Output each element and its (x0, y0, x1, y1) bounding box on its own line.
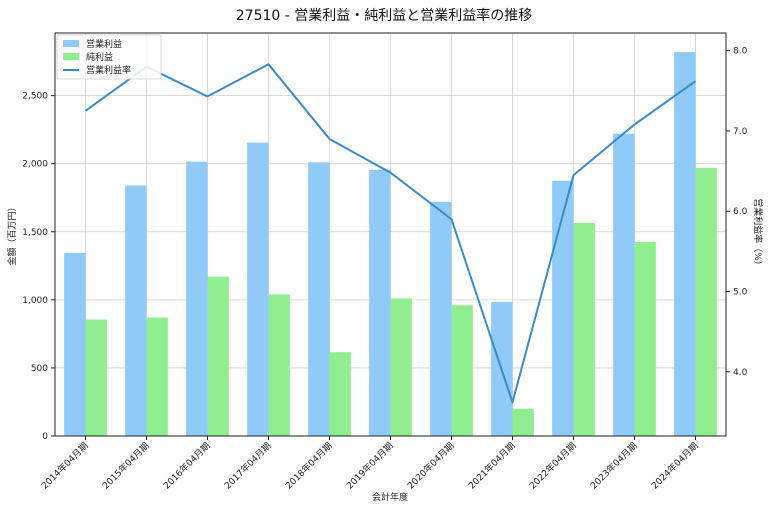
x-tick-label: 2024年04月期 (649, 440, 701, 492)
x-tick-label: 2021年04月期 (466, 440, 518, 492)
line-layer (84, 63, 697, 404)
y-tick-label: 500 (31, 364, 48, 374)
y2-tick-label: 5.0 (733, 287, 748, 297)
x-tick-label: 2018年04月期 (283, 440, 335, 492)
bar-operating-profit (613, 133, 635, 436)
y2-tick-label: 6.0 (733, 207, 748, 217)
y2-tick-label: 8.0 (733, 47, 748, 57)
bar-net-profit (695, 167, 717, 436)
bar-operating-profit (125, 185, 147, 436)
x-tick-label: 2023年04月期 (588, 440, 640, 492)
legend-label-operating-profit: 営業利益 (86, 38, 122, 50)
bar-net-profit (573, 222, 595, 436)
bar-net-profit (268, 294, 290, 436)
y-tick-label: 2,500 (22, 92, 48, 102)
x-axis-title: 会計年度 (372, 491, 408, 503)
bar-net-profit (329, 352, 351, 436)
legend-swatch-operating-profit (63, 40, 79, 47)
y-tick-label: 1,500 (22, 228, 48, 238)
bars-layer (64, 52, 717, 437)
legend-label-operating-margin: 営業利益率 (86, 64, 131, 76)
y-axis-title: 金額（百万円） (6, 202, 18, 265)
bar-operating-profit (64, 252, 86, 436)
y-tick-label: 0 (42, 432, 48, 442)
x-tick-label: 2016年04月期 (161, 440, 213, 492)
bar-operating-profit (308, 162, 330, 436)
x-tick-label: 2015年04月期 (100, 440, 152, 492)
bar-net-profit (207, 276, 229, 436)
y-tick-label: 1,000 (22, 296, 48, 306)
y2-tick-label: 7.0 (733, 127, 748, 137)
bar-net-profit (390, 298, 412, 436)
x-tick-label: 2019年04月期 (344, 440, 396, 492)
bar-net-profit (85, 319, 107, 436)
legend-label-net-profit: 純利益 (86, 51, 113, 63)
legend: 営業利益 純利益 営業利益率 (56, 34, 162, 80)
legend-box (56, 34, 162, 80)
y2-axis-title: 営業利益率（%） (752, 198, 764, 270)
bar-operating-profit (430, 201, 452, 436)
line-operating-margin (84, 63, 697, 404)
bar-operating-profit (674, 52, 696, 436)
x-tick-label: 2014年04月期 (39, 440, 91, 492)
bar-net-profit (634, 241, 656, 436)
bar-net-profit (451, 305, 473, 436)
x-tick-label: 2017年04月期 (222, 440, 274, 492)
legend-swatch-net-profit (63, 53, 79, 60)
bar-net-profit (512, 408, 534, 436)
bar-operating-profit (552, 180, 574, 436)
bar-operating-profit (369, 169, 391, 436)
chart-title: 27510 - 営業利益・純利益と営業利益率の推移 (236, 7, 533, 24)
y2-tick-label: 4.0 (733, 368, 748, 378)
y-tick-label: 2,000 (22, 160, 48, 170)
bar-operating-profit (186, 161, 208, 437)
bar-operating-profit (247, 142, 269, 436)
x-tick-label: 2020年04月期 (405, 440, 457, 492)
bar-net-profit (146, 317, 168, 436)
x-tick-label: 2022年04月期 (527, 440, 579, 492)
